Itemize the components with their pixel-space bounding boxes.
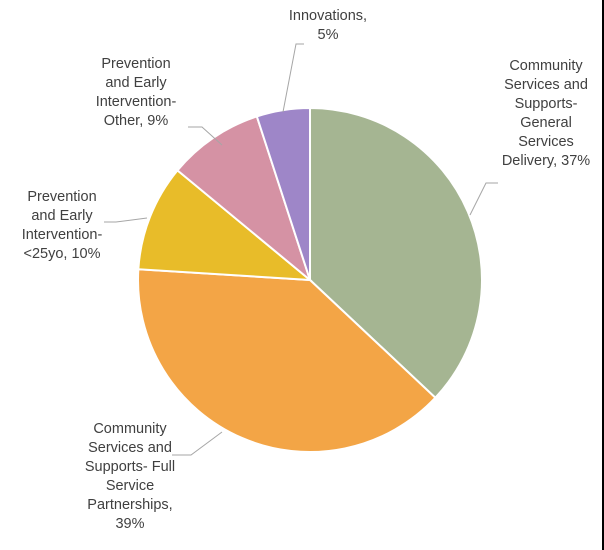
data-label-2: Community Services and Supports- Full Servi… [85, 421, 175, 532]
leader-lines [104, 43, 498, 456]
data-label-4: Prevention and Early Intervention- Other, 9… [96, 56, 177, 129]
data-label-line: 5% [318, 27, 339, 43]
data-label-line: Delivery, 37% [502, 153, 590, 169]
data-label-line: Partnerships, [87, 497, 172, 513]
data-label-line: Intervention- [96, 94, 177, 110]
pie-slice-1 [309, 106, 483, 400]
data-label-line: 39% [115, 516, 144, 532]
data-label-line: Other, 9% [104, 113, 169, 129]
data-label-1: Community Services and Supports- General Ser… [502, 58, 590, 169]
data-label-line: Services and [88, 440, 172, 456]
data-label-line: Community [509, 58, 583, 74]
pie-slice-3 [137, 168, 314, 282]
data-labels: Community Services and Supports- General Ser… [22, 8, 591, 532]
leader-line-5 [282, 43, 304, 113]
right-border [602, 0, 604, 550]
pie-slice-2 [137, 268, 437, 453]
data-label-line: Service [106, 478, 154, 494]
leader-line-2 [172, 431, 223, 456]
data-label-line: <25yo, 10% [24, 246, 101, 262]
data-label-line: Services [518, 134, 574, 150]
data-label-line: Supports- [515, 96, 578, 112]
leader-line-3 [104, 217, 148, 223]
data-label-line: Supports- Full [85, 459, 175, 475]
data-label-line: and Early [105, 75, 167, 91]
leader-line-1 [469, 182, 498, 216]
leader-line-4 [188, 126, 223, 146]
data-label-line: and Early [31, 208, 93, 224]
data-label-line: Services and [504, 77, 588, 93]
data-label-line: Prevention [27, 189, 96, 205]
data-label-5: Innovations, 5% [289, 8, 367, 43]
data-label-line: Prevention [101, 56, 170, 72]
data-label-line: Innovations, [289, 8, 367, 24]
data-label-3: Prevention and Early Intervention- <25yo, 1… [22, 189, 103, 262]
data-label-line: Community [93, 421, 167, 437]
data-label-line: General [520, 115, 572, 131]
pie-slices [137, 106, 483, 453]
data-label-line: Intervention- [22, 227, 103, 243]
